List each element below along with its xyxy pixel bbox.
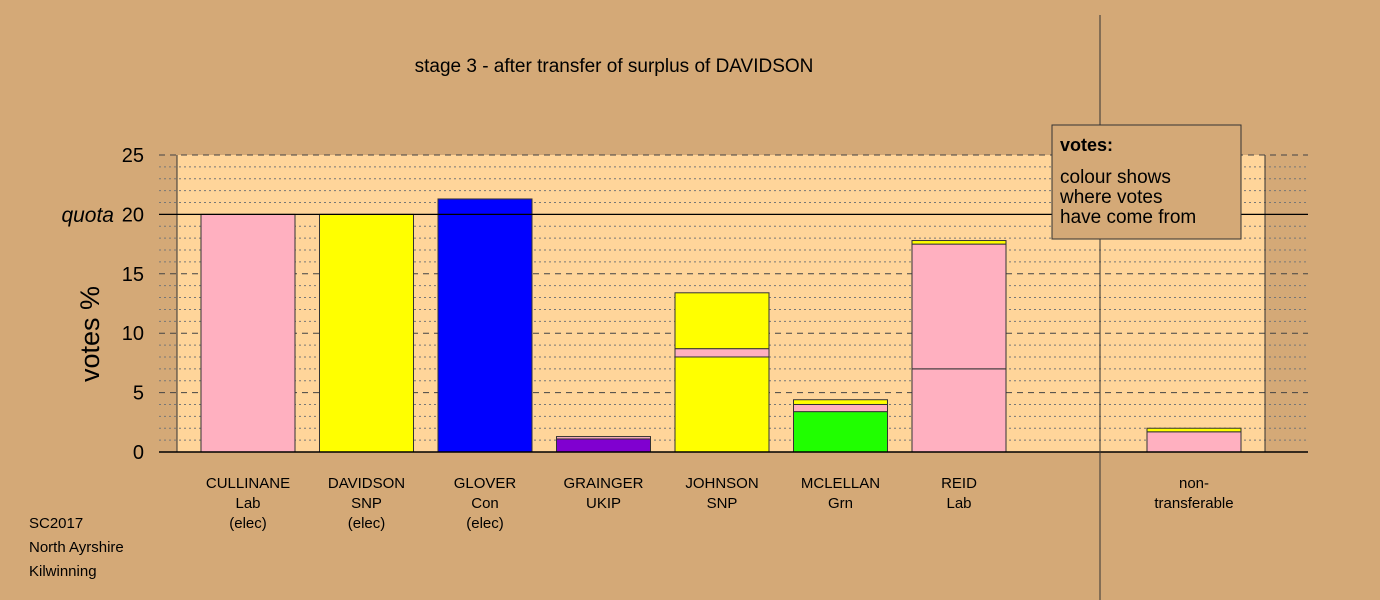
footer-line-2: North Ayrshire <box>29 539 124 556</box>
x-tick-label: GLOVER <box>454 475 517 492</box>
y-tick-label: 10 <box>122 323 144 345</box>
bars <box>200 198 1242 453</box>
footer-line-1: SC2017 <box>29 515 84 532</box>
x-tick-label: UKIP <box>586 495 621 512</box>
legend-box <box>1051 124 1242 240</box>
bar-segment <box>674 292 770 350</box>
bar-segment <box>793 399 888 405</box>
axes: 0 5 10 15 20 25 <box>122 145 1308 464</box>
bar-segment <box>674 356 770 453</box>
x-labels: CULLINANE Lab (elec) DAVIDSON SNP (elec) GLOVE… <box>206 475 1234 532</box>
x-tick-label: SNP <box>351 495 382 512</box>
bar-segment <box>556 438 651 453</box>
bar-segment <box>200 213 296 453</box>
bar-segment <box>319 213 414 453</box>
bar-segment <box>1146 431 1242 453</box>
legend-line: where votes <box>1059 187 1162 208</box>
x-tick-label: (elec) <box>229 515 267 532</box>
y-tick-label: 0 <box>133 442 144 464</box>
x-tick-label: CULLINANE <box>206 475 290 492</box>
x-tick-label: transferable <box>1154 495 1233 512</box>
x-tick-label: Lab <box>235 495 260 512</box>
x-tick-label: JOHNSON <box>685 475 758 492</box>
x-tick-label: GRAINGER <box>563 475 643 492</box>
y-axis-label: votes % <box>75 286 105 382</box>
legend-line: colour shows <box>1060 167 1171 188</box>
y-tick-label: 20 <box>122 204 144 226</box>
y-tick-label: 15 <box>122 264 144 286</box>
x-tick-label: Lab <box>946 495 971 512</box>
x-tick-label: Grn <box>828 495 853 512</box>
chart-title: stage 3 - after transfer of surplus of D… <box>415 56 814 77</box>
x-tick-label: MCLELLAN <box>801 475 880 492</box>
y-tick-label: 5 <box>133 383 144 405</box>
bar-segment <box>911 240 1007 245</box>
x-tick-label: non- <box>1179 475 1209 492</box>
bar-segment <box>437 198 533 453</box>
legend-title: votes: <box>1060 135 1113 155</box>
x-tick-label: (elec) <box>348 515 386 532</box>
x-tick-label: Con <box>471 495 499 512</box>
bar-segment <box>793 411 888 453</box>
quota-label: quota <box>61 204 114 227</box>
x-tick-label: DAVIDSON <box>328 475 405 492</box>
footer-line-3: Kilwinning <box>29 563 97 580</box>
bar-segment <box>911 243 1007 370</box>
x-tick-label: SNP <box>707 495 738 512</box>
legend: votes: colour shows where votes have com… <box>1051 124 1242 240</box>
y-tick-label: 25 <box>122 145 144 167</box>
bar-segment <box>911 368 1007 453</box>
bar-segment <box>793 403 888 413</box>
x-tick-label: (elec) <box>466 515 504 532</box>
bar-segment <box>556 436 651 440</box>
legend-line: have come from <box>1060 207 1196 228</box>
bar-segment <box>674 348 770 358</box>
x-tick-label: REID <box>941 475 977 492</box>
bar-segment <box>1146 427 1242 433</box>
